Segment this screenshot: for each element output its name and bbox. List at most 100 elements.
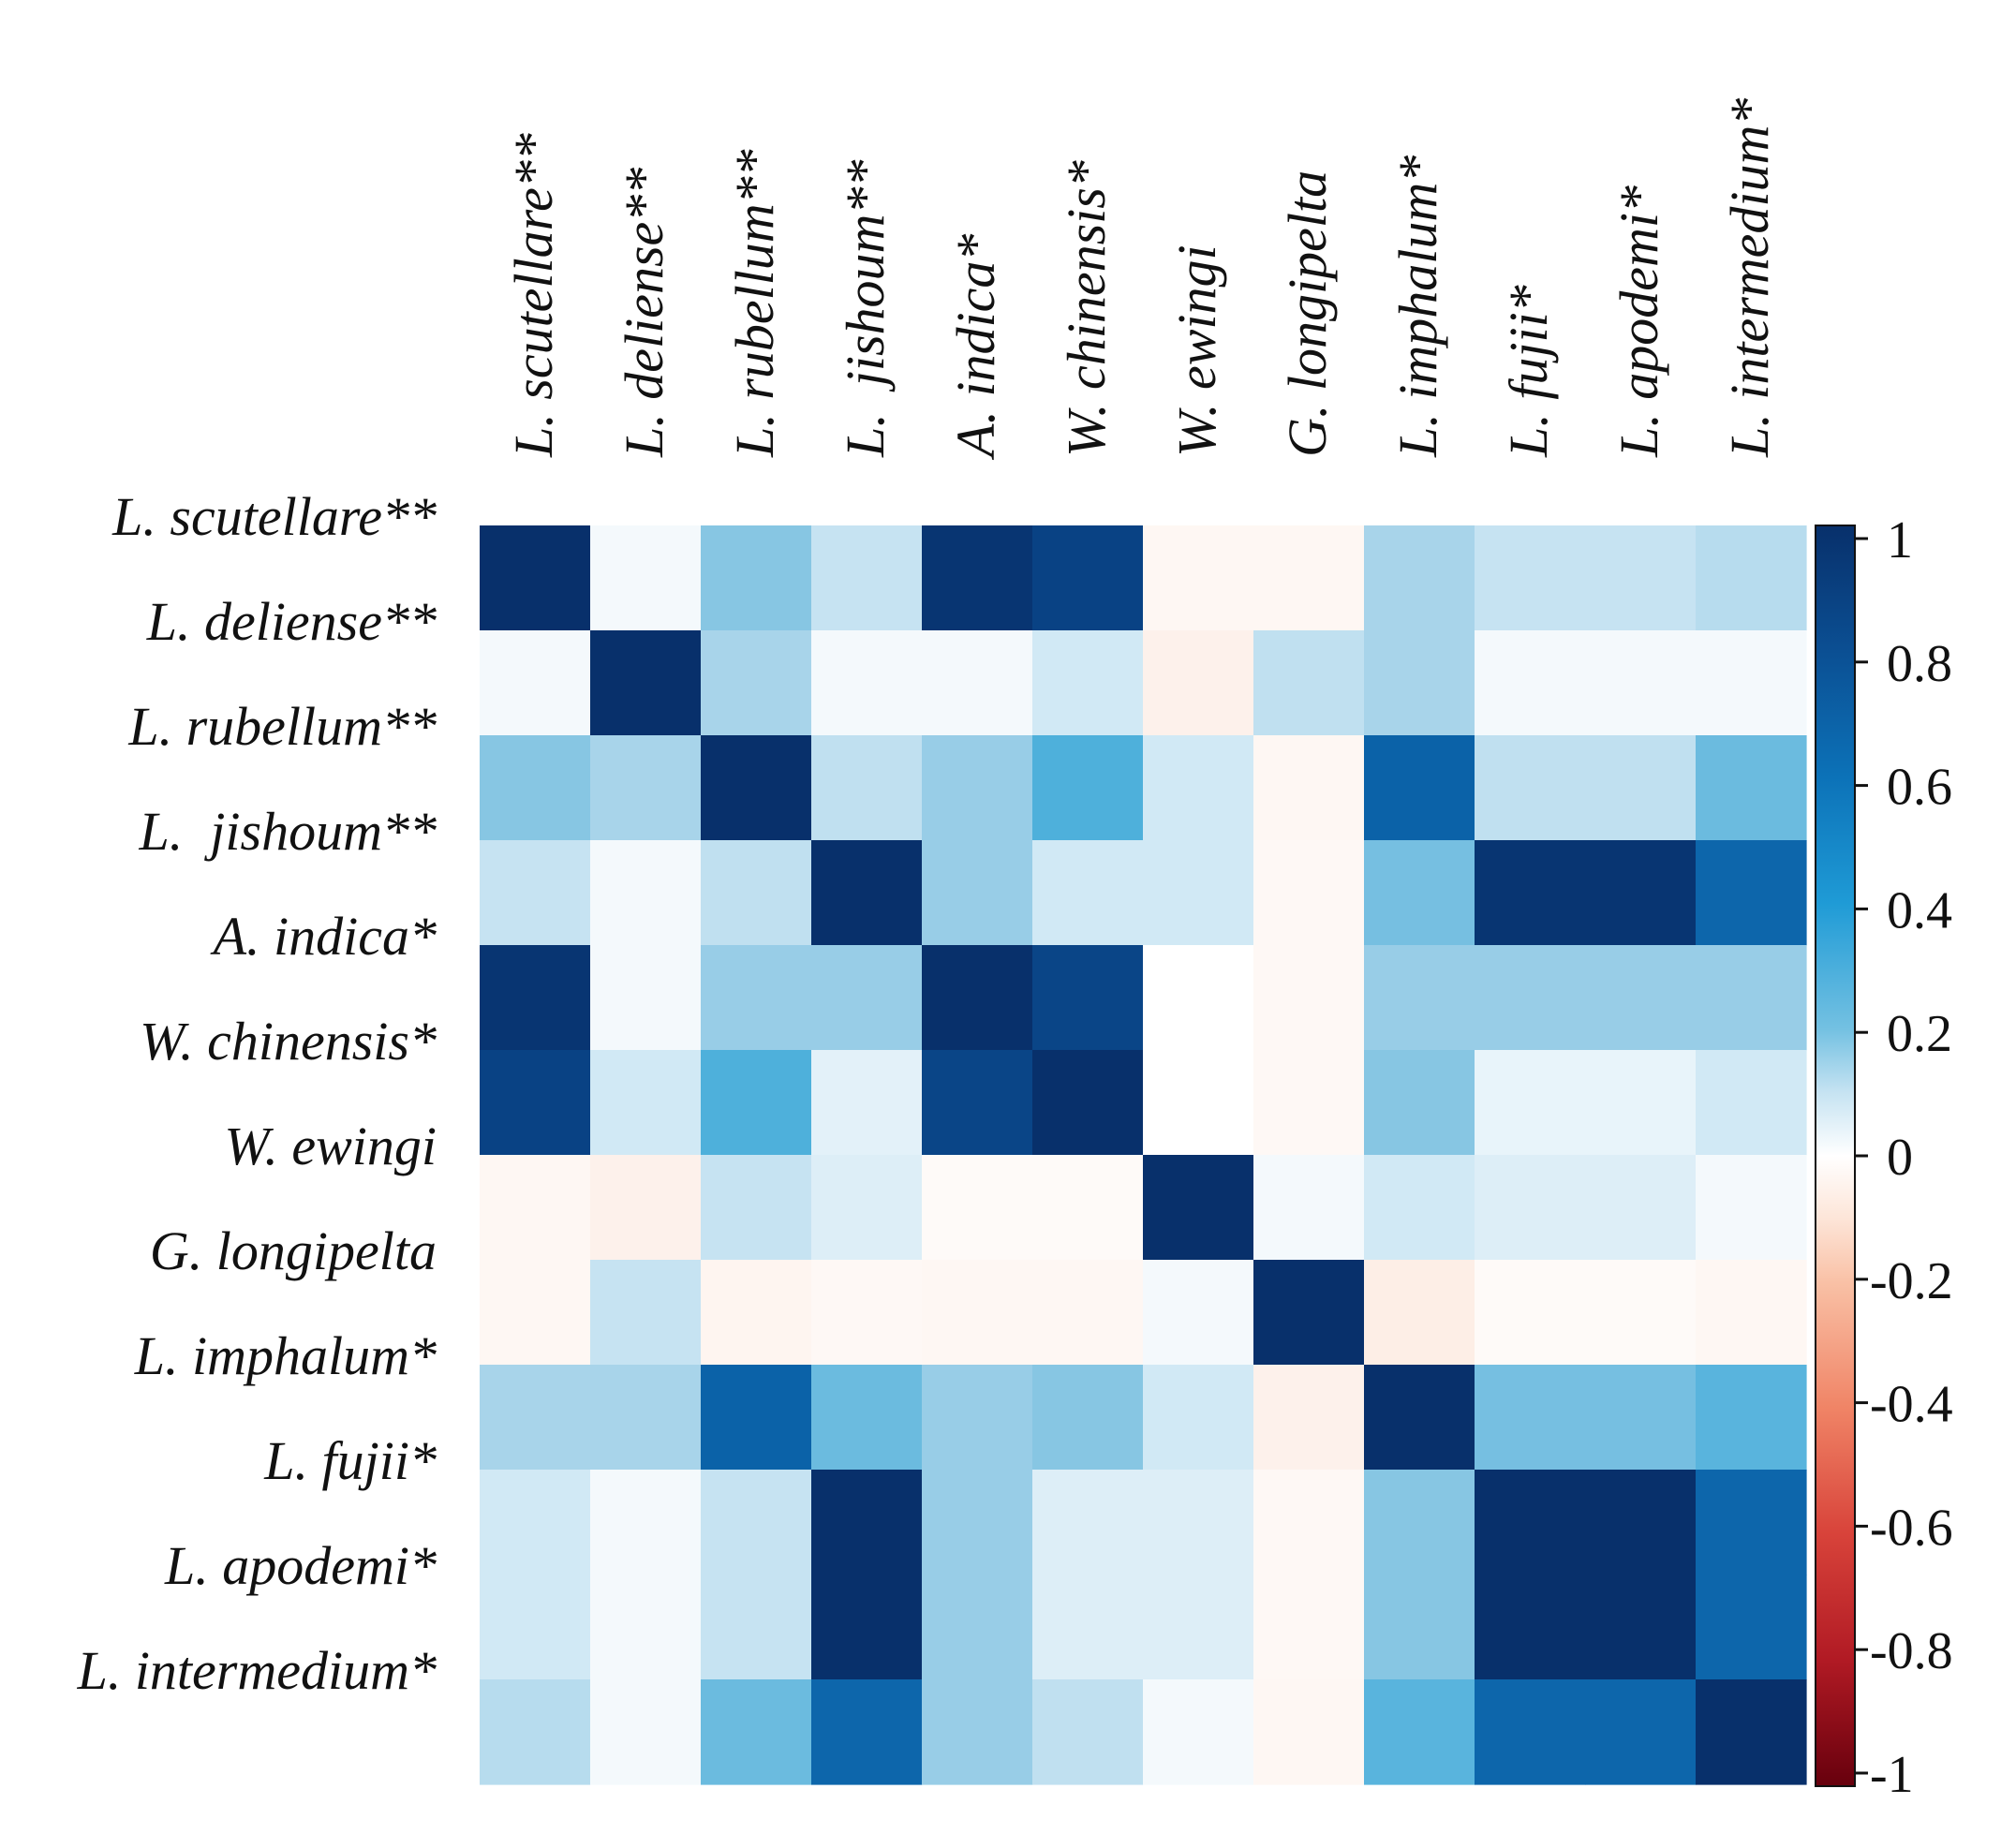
heatmap-cell [1585,1365,1697,1471]
row-label: L. jishoum** [139,801,437,862]
heatmap-cell [701,1679,812,1785]
heatmap-cell [701,840,812,946]
heatmap-cell [1143,1470,1254,1575]
heatmap-cell [922,1050,1033,1156]
heatmap-cell [1032,840,1144,946]
heatmap-cell [1364,525,1475,631]
heatmap-cell [1475,1050,1586,1156]
heatmap-cell [1585,1260,1697,1366]
heatmap-cell [922,525,1033,631]
heatmap-cell [1143,1260,1254,1366]
heatmap-cell [480,1260,591,1366]
heatmap-cell [1032,735,1144,841]
heatmap-cell [480,1679,591,1785]
heatmap-cell [1475,945,1586,1051]
heatmap-cell [480,735,591,841]
heatmap-cell [590,1260,702,1366]
colorbar-tick-label: -0.8 [1870,1622,1953,1680]
heatmap-cell [701,525,812,631]
heatmap-cell [1032,630,1144,736]
heatmap-cell [1032,1679,1144,1785]
colorbar-tick-label: 0 [1887,1129,1913,1187]
heatmap-cell [590,1155,702,1261]
heatmap-cell [1032,1050,1144,1156]
heatmap-cell [1364,1155,1475,1261]
heatmap-cell [590,945,702,1051]
colorbar-gradient [1815,525,1856,1787]
heatmap-cell [1696,630,1807,736]
heatmap-cell [590,1679,702,1785]
heatmap-cell [1253,735,1365,841]
heatmap-cell [1364,630,1475,736]
heatmap-cell [1696,840,1807,946]
row-label: L. intermedium* [77,1640,437,1701]
heatmap-cell [480,1470,591,1575]
heatmap-cell [922,1155,1033,1261]
heatmap-cell [1585,525,1697,631]
colorbar [1815,525,1856,1787]
column-label: L. fujii* [1498,285,1559,458]
column-label: L. deliense** [614,168,674,458]
heatmap-cell [480,630,591,736]
heatmap-cell [1585,1050,1697,1156]
colorbar-tick-label: -1 [1870,1746,1914,1804]
column-label: L. intermedium* [1719,98,1780,458]
heatmap-cell [1475,735,1586,841]
column-label: L. apodemi* [1608,185,1669,458]
heatmap-cell [922,1574,1033,1680]
heatmap-cell [1253,1574,1365,1680]
heatmap-cell [1253,1365,1365,1471]
row-label: L. apodemi* [164,1535,437,1596]
heatmap-cell [1143,1574,1254,1680]
colorbar-tick-label: 1 [1887,511,1913,569]
row-label: W. ewingi [224,1116,437,1176]
column-labels: L. scutellare** L. deliense** L. rubellum*… [503,98,1780,461]
heatmap-cell [1475,1470,1586,1575]
row-label: L. imphalum* [134,1325,437,1386]
heatmap-cell [1143,1365,1254,1471]
heatmap-cell [701,1050,812,1156]
heatmap-cell [1143,945,1254,1051]
heatmap-cell [811,1050,923,1156]
row-labels: L. scutellare** L. deliense** L. rubellum*… [77,486,437,1701]
column-label: W. ewingi [1166,244,1227,457]
row-label: W. chinensis* [140,1011,437,1072]
heatmap-cell [1032,1365,1144,1471]
heatmap-cell [1032,525,1144,631]
heatmap-cell [1475,525,1586,631]
heatmap-cell [1696,735,1807,841]
colorbar-tick-label: -0.2 [1870,1252,1953,1310]
heatmap-cell [1585,945,1697,1051]
heatmap-cell [590,840,702,946]
heatmap-cell [1364,945,1475,1051]
heatmap-cell [1585,1574,1697,1680]
heatmap-cell [1585,1155,1697,1261]
heatmap-cell [480,1365,591,1471]
heatmap-cell [1364,1470,1475,1575]
colorbar-tick-label: 0.6 [1887,759,1952,817]
heatmap-cell [1032,1470,1144,1575]
row-label: L. rubellum** [127,696,437,757]
heatmap-cell [922,945,1033,1051]
heatmap-cell [590,735,702,841]
heatmap-cell [1364,840,1475,946]
column-label: W. chinensis* [1056,160,1117,457]
heatmap-cell [1364,1050,1475,1156]
heatmap-cell [1253,840,1365,946]
heatmap-cell [922,1679,1033,1785]
heatmap-cell [1364,735,1475,841]
heatmap-cell [1253,630,1365,736]
heatmap-cell [1696,945,1807,1051]
heatmap-cells [480,525,1807,1785]
heatmap-cell [1696,1050,1807,1156]
heatmap-cell [701,1574,812,1680]
heatmap-cell [1475,1260,1586,1366]
heatmap-cell [1364,1260,1475,1366]
heatmap-cell [701,1260,812,1366]
heatmap-cell [1143,630,1254,736]
heatmap-cell [811,1574,923,1680]
heatmap-cell [480,945,591,1051]
heatmap-cell [1253,525,1365,631]
column-label: L. jishoum** [835,160,896,458]
